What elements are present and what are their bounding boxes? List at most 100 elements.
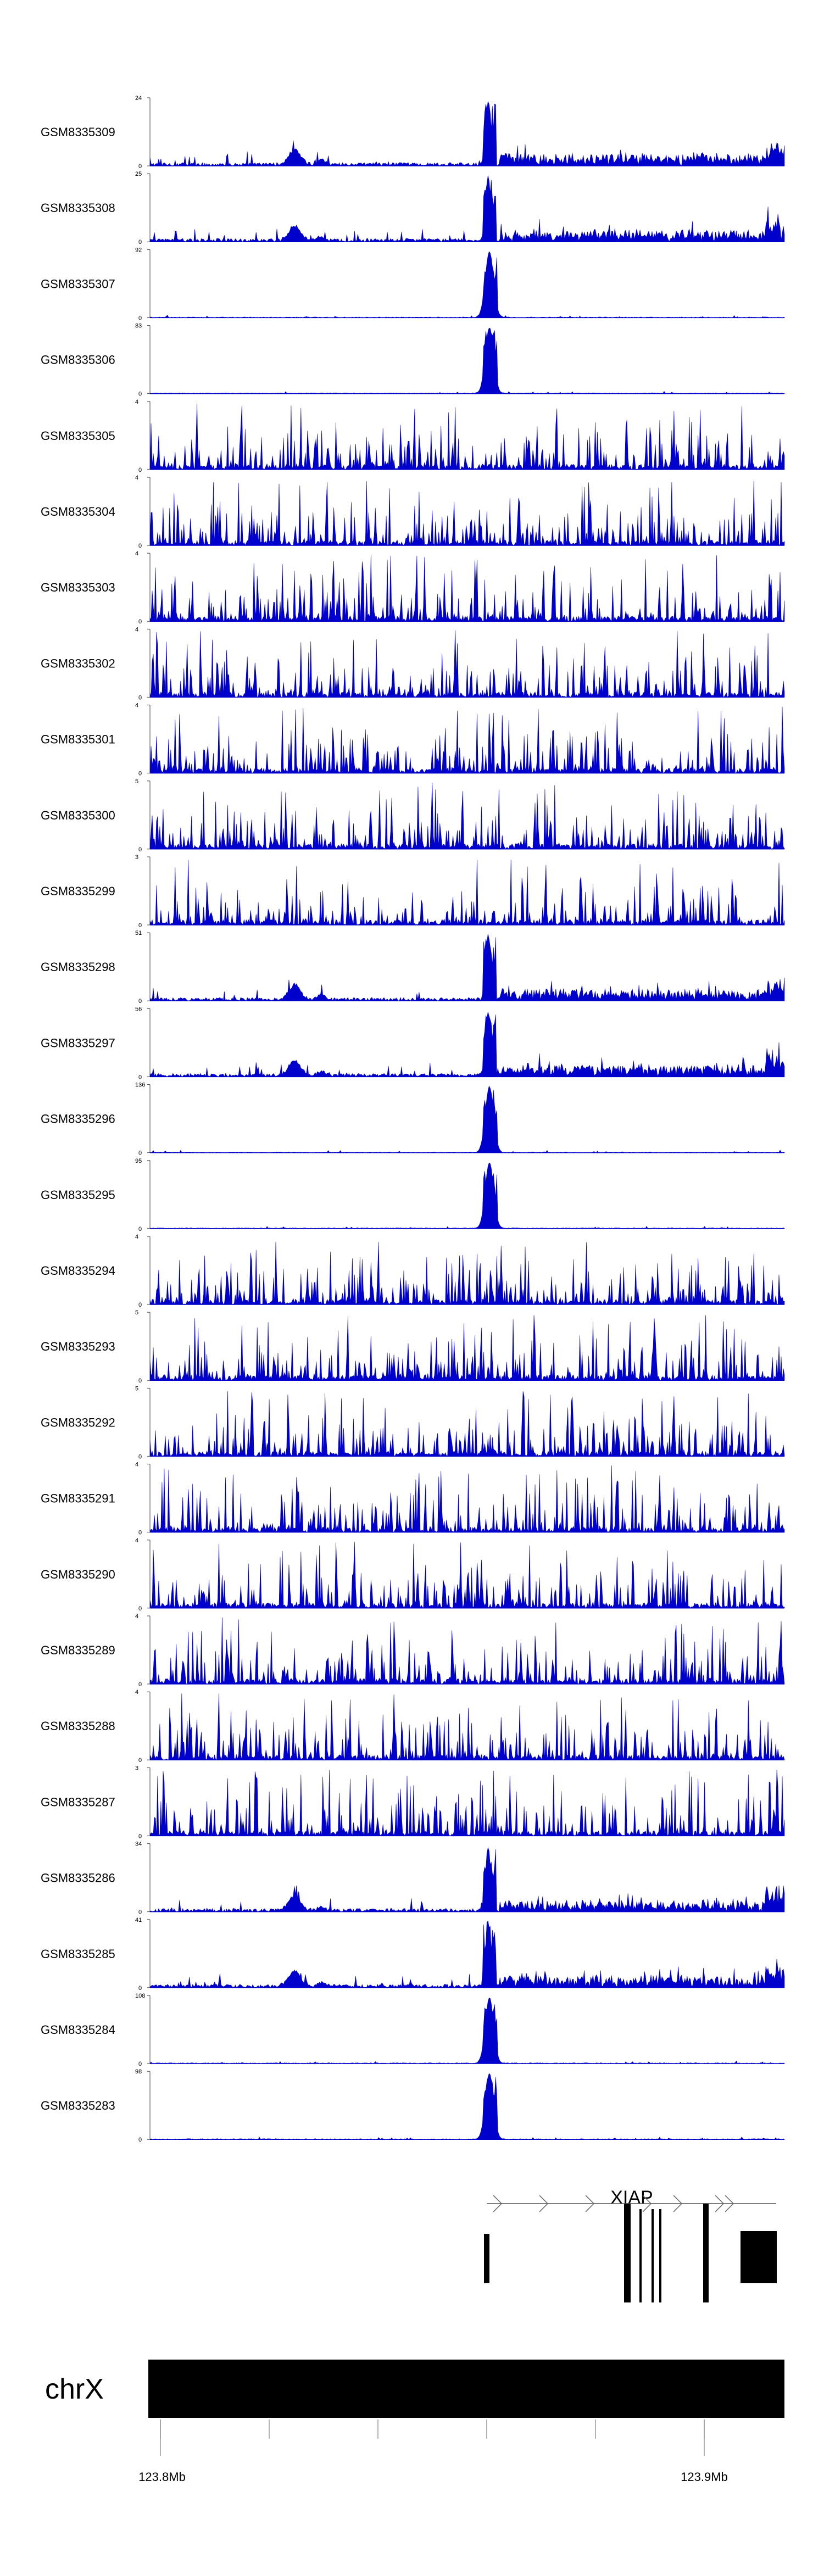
y-axis-max-label: 4: [135, 475, 138, 481]
coverage-signal: [149, 403, 785, 470]
y-axis-min-label: 0: [138, 315, 142, 321]
coverage-signal: [149, 1465, 785, 1533]
coverage-signal: [149, 783, 785, 850]
y-axis-max-label: 4: [135, 1234, 138, 1240]
coverage-signal: [149, 1012, 785, 1078]
coverage-signal: [149, 175, 785, 242]
track: GSM8335283 98 0: [41, 2068, 785, 2143]
y-axis-min-label: 0: [138, 2061, 142, 2067]
chromosome-ideogram: chrX: [45, 2360, 784, 2418]
track: GSM8335291 4 0: [41, 1462, 785, 1536]
coverage-signal: [149, 1617, 785, 1685]
chromosome-label: chrX: [45, 2373, 104, 2405]
coverage-signal: [149, 1162, 785, 1229]
y-axis-max-label: 5: [135, 1309, 138, 1316]
strand-arrow: [715, 2195, 725, 2212]
gene-label: XIAP: [610, 2187, 653, 2208]
track-label: GSM8335309: [41, 125, 115, 139]
track-label: GSM8335288: [41, 1719, 115, 1733]
y-axis-min-label: 0: [138, 2137, 142, 2143]
y-axis-min-label: 0: [138, 694, 142, 701]
track: GSM8335289 4 0: [41, 1613, 785, 1688]
track-label: GSM8335304: [41, 505, 115, 518]
track: GSM8335304 4 0: [41, 475, 785, 549]
y-axis-max-label: 56: [135, 1006, 142, 1012]
y-axis-max-label: 92: [135, 247, 142, 253]
y-axis-min-label: 0: [138, 467, 142, 473]
y-axis-min-label: 0: [138, 998, 142, 1005]
track: GSM8335300 5 0: [41, 778, 785, 853]
coverage-signal: [149, 555, 785, 622]
track: GSM8335284 108 0: [41, 1993, 785, 2067]
gene-annotation-track: XIAP: [484, 2187, 777, 2302]
track-label: GSM8335283: [41, 2099, 115, 2112]
coverage-signal: [149, 1920, 785, 1988]
y-axis-min-label: 0: [138, 1605, 142, 1612]
track-label: GSM8335305: [41, 429, 115, 443]
exon-5: [659, 2209, 661, 2302]
track-label: GSM8335300: [41, 809, 115, 822]
track-label: GSM8335299: [41, 884, 115, 898]
exon-3: [639, 2209, 642, 2302]
y-axis-max-label: 34: [135, 1841, 142, 1848]
track: GSM8335292 5 0: [41, 1385, 785, 1460]
y-axis-max-label: 4: [135, 1689, 138, 1696]
track: GSM8335309 24 0: [41, 95, 785, 170]
track: GSM8335285 41 0: [41, 1917, 785, 1992]
y-axis-min-label: 0: [138, 922, 142, 929]
track: GSM8335297 56 0: [41, 1006, 785, 1080]
track: GSM8335302 4 0: [41, 626, 785, 701]
track: GSM8335288 4 0: [41, 1689, 785, 1764]
y-axis-max-label: 3: [135, 1765, 138, 1771]
track: GSM8335303 4 0: [41, 550, 785, 625]
track: GSM8335287 3 0: [41, 1765, 785, 1839]
exon-1: [484, 2234, 489, 2283]
y-axis-min-label: 0: [138, 1074, 142, 1080]
y-axis-min-label: 0: [138, 543, 142, 549]
track-label: GSM8335290: [41, 1568, 115, 1581]
y-axis-min-label: 0: [138, 163, 142, 170]
track: GSM8335298 51 0: [41, 930, 785, 1005]
coverage-signal: [149, 860, 785, 926]
y-axis-max-label: 25: [135, 171, 142, 177]
coverage-signal: [149, 101, 785, 166]
y-axis-min-label: 0: [138, 1909, 142, 1916]
track-label: GSM8335301: [41, 733, 115, 746]
y-axis-min-label: 0: [138, 1378, 142, 1384]
strand-arrows: [493, 2195, 734, 2212]
track: GSM8335294 4 0: [41, 1234, 785, 1308]
track-label: GSM8335303: [41, 581, 115, 594]
track-label: GSM8335298: [41, 960, 115, 974]
y-axis-max-label: 41: [135, 1917, 142, 1923]
track: GSM8335301 4 0: [41, 702, 785, 777]
strand-arrow: [673, 2195, 683, 2212]
strand-arrow: [585, 2195, 595, 2212]
track: GSM8335306 83 0: [41, 323, 785, 398]
y-axis-min-label: 0: [138, 1681, 142, 1688]
coverage-signal: [149, 1241, 785, 1306]
coverage-signal: [149, 706, 785, 774]
track-label: GSM8335307: [41, 277, 115, 291]
track-label: GSM8335291: [41, 1492, 115, 1506]
y-axis-max-label: 136: [135, 1082, 145, 1089]
track-label: GSM8335286: [41, 1871, 115, 1885]
exon-6: [703, 2204, 709, 2302]
track: GSM8335286 34 0: [41, 1841, 785, 1916]
coverage-signal: [149, 1769, 785, 1837]
y-axis-min-label: 0: [138, 1833, 142, 1839]
coverage-signal: [149, 1693, 785, 1761]
track-label: GSM8335302: [41, 656, 115, 670]
coverage-signal: [149, 1315, 785, 1381]
coverage-signal: [149, 2073, 785, 2140]
track: GSM8335305 4 0: [41, 399, 785, 473]
coverage-signal: [149, 934, 785, 1001]
y-axis-max-label: 4: [135, 626, 138, 633]
exon-7: [741, 2231, 777, 2283]
track-label: GSM8335294: [41, 1264, 115, 1278]
track: GSM8335296 136 0: [41, 1082, 785, 1157]
track-label: GSM8335297: [41, 1036, 115, 1050]
y-axis-min-label: 0: [138, 1530, 142, 1536]
axis-label-start: 123.8Mb: [138, 2470, 186, 2484]
track: GSM8335293 5 0: [41, 1309, 785, 1384]
